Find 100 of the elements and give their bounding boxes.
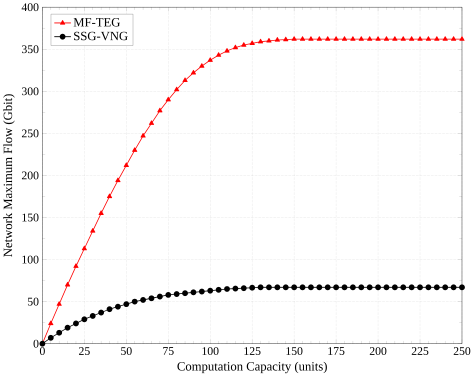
point bbox=[350, 284, 356, 290]
x-tick-label: 225 bbox=[412, 346, 428, 355]
point bbox=[140, 132, 146, 138]
point bbox=[375, 284, 381, 290]
point bbox=[367, 36, 372, 41]
point bbox=[232, 285, 238, 292]
point bbox=[333, 284, 340, 290]
point bbox=[425, 284, 432, 290]
point bbox=[81, 316, 88, 322]
point bbox=[459, 36, 465, 41]
point bbox=[409, 36, 414, 41]
point bbox=[250, 40, 255, 45]
y-tick-label: 300 bbox=[22, 87, 39, 96]
point bbox=[325, 36, 330, 41]
point bbox=[240, 285, 247, 291]
x-tick-label: 75 bbox=[163, 346, 174, 355]
point bbox=[384, 36, 390, 41]
point bbox=[400, 36, 406, 41]
point bbox=[258, 284, 264, 290]
legend-label: MF-TEG bbox=[74, 18, 120, 26]
point bbox=[115, 177, 121, 182]
point bbox=[392, 284, 398, 290]
point bbox=[73, 320, 79, 326]
point bbox=[408, 284, 415, 290]
point bbox=[198, 288, 205, 294]
point bbox=[224, 286, 230, 292]
x-tick-label: 50 bbox=[121, 346, 132, 355]
point bbox=[232, 44, 238, 50]
y-tick-label: 200 bbox=[22, 171, 39, 180]
point bbox=[342, 284, 348, 290]
point bbox=[165, 292, 172, 298]
point bbox=[283, 36, 288, 42]
point bbox=[442, 36, 448, 41]
point bbox=[208, 57, 213, 62]
point bbox=[182, 77, 188, 82]
y-tick-label: 50 bbox=[28, 297, 39, 306]
point bbox=[350, 36, 356, 41]
point bbox=[282, 284, 289, 290]
y-axis-title: Network Maximum Flow (Gbit) bbox=[3, 94, 15, 257]
y-tick-label: 100 bbox=[22, 255, 39, 264]
y-tick-label: 250 bbox=[22, 129, 39, 138]
point bbox=[56, 330, 62, 336]
point bbox=[224, 48, 230, 52]
point bbox=[82, 245, 87, 250]
point bbox=[358, 36, 364, 41]
legend-label: SSG-VNG bbox=[74, 32, 128, 40]
point bbox=[417, 36, 423, 41]
point bbox=[417, 284, 423, 290]
point bbox=[308, 284, 314, 290]
point bbox=[132, 298, 138, 304]
point bbox=[292, 36, 297, 41]
point bbox=[434, 284, 440, 290]
point bbox=[124, 162, 129, 167]
point bbox=[366, 284, 373, 290]
point bbox=[266, 38, 272, 42]
point bbox=[64, 282, 70, 286]
y-tick-label: 400 bbox=[22, 3, 39, 11]
point bbox=[148, 120, 154, 125]
point bbox=[450, 284, 457, 290]
x-tick-label: 200 bbox=[370, 346, 386, 355]
point bbox=[73, 263, 79, 268]
point bbox=[291, 284, 298, 290]
point bbox=[166, 96, 171, 102]
point bbox=[434, 36, 440, 41]
point bbox=[342, 36, 348, 41]
point bbox=[358, 284, 364, 290]
point bbox=[207, 288, 214, 294]
point bbox=[98, 210, 104, 215]
point bbox=[115, 304, 121, 310]
point bbox=[274, 36, 280, 42]
x-tick-label: 175 bbox=[328, 346, 344, 355]
x-tick-label: 250 bbox=[454, 346, 470, 355]
point bbox=[308, 36, 314, 41]
point bbox=[216, 286, 222, 293]
point bbox=[300, 36, 306, 41]
point bbox=[64, 324, 70, 330]
point bbox=[426, 36, 431, 41]
y-tick-label: 0 bbox=[34, 340, 39, 348]
point bbox=[174, 86, 180, 92]
point bbox=[56, 300, 62, 306]
y-tick-label: 150 bbox=[22, 213, 39, 222]
point bbox=[392, 36, 398, 41]
point bbox=[90, 312, 96, 319]
x-tick-label: 150 bbox=[286, 346, 302, 355]
point bbox=[48, 320, 54, 325]
point bbox=[300, 284, 306, 290]
point bbox=[140, 296, 146, 303]
point bbox=[375, 36, 381, 41]
point bbox=[316, 36, 322, 41]
point bbox=[266, 284, 272, 290]
point bbox=[182, 290, 188, 296]
x-tick-label: 25 bbox=[79, 346, 90, 355]
point bbox=[174, 290, 180, 297]
point bbox=[274, 284, 280, 290]
x-tick-label: 125 bbox=[244, 346, 261, 355]
point bbox=[190, 289, 196, 296]
point bbox=[384, 284, 390, 290]
point bbox=[132, 147, 138, 152]
point bbox=[258, 38, 264, 44]
point bbox=[324, 284, 331, 290]
